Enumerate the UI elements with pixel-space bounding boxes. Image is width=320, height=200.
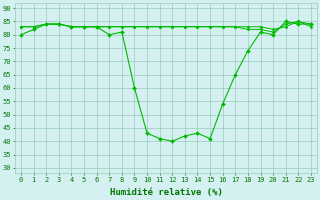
X-axis label: Humidité relative (%): Humidité relative (%) — [109, 188, 222, 197]
